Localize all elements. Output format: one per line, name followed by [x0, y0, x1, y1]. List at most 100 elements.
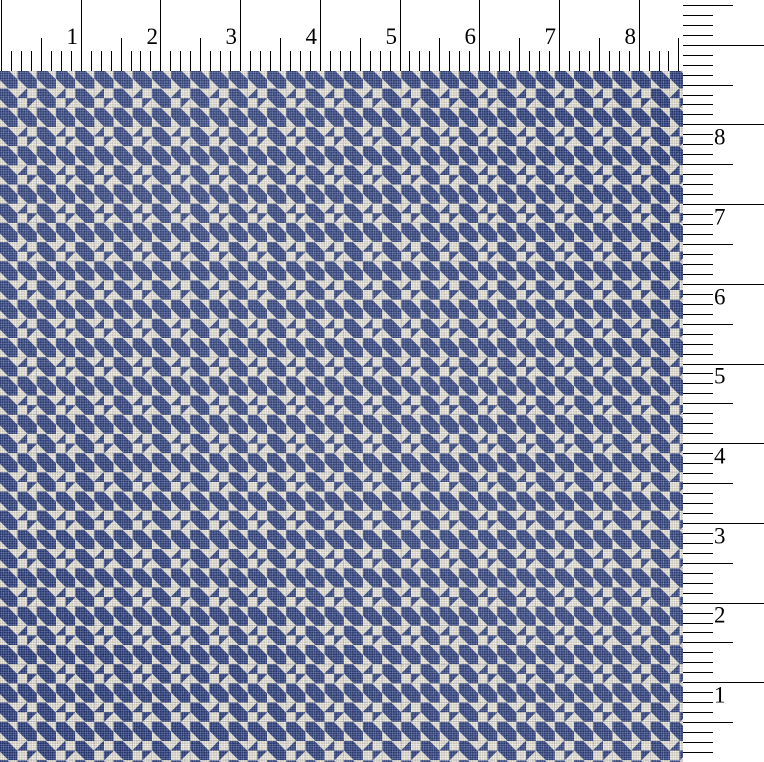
ruler-tick-half: [598, 38, 600, 71]
ruler-tick-eighth: [683, 493, 713, 494]
ruler-tick-major: [683, 363, 764, 365]
ruler-tick-eighth: [683, 702, 713, 704]
ruler-tick-eighth: [683, 672, 713, 674]
ruler-tick-eighth: [683, 94, 713, 96]
ruler-tick-eighth: [299, 51, 301, 71]
ruler-tick-eighth: [683, 612, 713, 614]
ruler-tick-eighth: [683, 64, 713, 66]
ruler-tick-eighth: [329, 51, 331, 71]
ruler-tick-major: [479, 0, 481, 71]
ruler-tick-eighth: [538, 51, 540, 71]
ruler-tick-half: [683, 243, 733, 245]
ruler-tick-eighth: [683, 233, 713, 235]
ruler-tick-half: [683, 84, 733, 86]
ruler-tick-major: [160, 0, 162, 71]
ruler-tick-eighth: [50, 51, 52, 71]
ruler-tick-eighth: [683, 134, 713, 136]
ruler-tick-eighth: [489, 51, 491, 71]
ruler-tick-major: [683, 602, 764, 604]
ruler-tick-major: [1, 0, 2, 71]
ruler-label-vertical: 8: [714, 124, 726, 150]
ruler-tick-eighth: [683, 194, 713, 196]
ruler-tick-eighth: [260, 51, 262, 71]
ruler-tick-eighth: [683, 383, 713, 385]
ruler-tick-half: [683, 722, 733, 724]
ruler-tick-eighth: [683, 732, 713, 734]
ruler-label-vertical: 2: [714, 602, 726, 628]
ruler-tick-half: [683, 164, 733, 166]
ruler-tick-eighth: [683, 463, 713, 465]
ruler-tick-eighth: [578, 51, 580, 71]
houndstooth-teeth-layer: [0, 71, 683, 762]
ruler-tick-eighth: [180, 51, 182, 71]
ruler-tick-eighth: [529, 51, 530, 71]
ruler-tick-major: [399, 0, 401, 71]
ruler-label-horizontal: 5: [385, 24, 398, 49]
ruler-tick-eighth: [459, 51, 461, 71]
ruler-label-horizontal: 4: [305, 24, 318, 49]
ruler-tick-eighth: [289, 51, 291, 71]
ruler-tick-eighth: [683, 114, 713, 116]
ruler-tick-eighth: [683, 303, 713, 305]
ruler-tick-eighth: [170, 51, 172, 71]
ruler-tick-eighth: [269, 51, 271, 71]
ruler-tick-eighth: [369, 51, 371, 71]
ruler-tick-eighth: [683, 313, 713, 315]
ruler-tick-eighth: [683, 104, 713, 106]
ruler-tick-half: [359, 38, 361, 71]
vertical-ruler: 1 2 3 4 5 6 7 8: [683, 0, 764, 762]
ruler-tick-major: [683, 124, 764, 126]
ruler-tick-major: [683, 522, 764, 524]
ruler-tick-eighth: [608, 51, 610, 71]
ruler-tick-half: [678, 38, 680, 71]
ruler-tick-eighth: [683, 423, 713, 425]
ruler-tick-eighth: [140, 51, 142, 71]
ruler-tick-half: [519, 38, 521, 71]
ruler-tick-eighth: [10, 51, 12, 71]
ruler-tick-eighth: [683, 14, 713, 16]
ruler-tick-half: [279, 38, 281, 71]
ruler-tick-eighth: [449, 51, 451, 71]
ruler-tick-eighth: [379, 51, 381, 71]
ruler-tick-eighth: [210, 51, 212, 71]
ruler-tick-eighth: [683, 622, 713, 624]
ruler-tick-eighth: [683, 333, 713, 335]
weave-warp-texture: [0, 71, 683, 762]
ruler-tick-eighth: [509, 51, 511, 71]
ruler-tick-eighth: [568, 51, 570, 71]
ruler-tick-eighth: [220, 51, 222, 71]
ruler-label-horizontal: 7: [544, 24, 557, 49]
ruler-tick-eighth: [309, 51, 311, 71]
ruler-tick-eighth: [683, 293, 713, 295]
ruler-tick-eighth: [100, 51, 102, 71]
ruler-tick-eighth: [683, 692, 713, 694]
ruler-tick-eighth: [683, 214, 713, 216]
ruler-tick-eighth: [683, 512, 713, 514]
ruler-tick-eighth: [683, 453, 713, 455]
ruler-tick-eighth: [683, 24, 713, 26]
ruler-tick-eighth: [683, 353, 713, 355]
weave-weft-texture: [0, 71, 683, 762]
ruler-tick-eighth: [60, 51, 62, 71]
ruler-tick-major: [240, 0, 242, 71]
ruler-tick-major: [683, 283, 764, 285]
ruler-tick-eighth: [683, 532, 713, 534]
ruler-tick-major: [319, 0, 321, 71]
ruler-tick-half: [683, 4, 733, 6]
ruler-tick-eighth: [683, 413, 713, 415]
ruler-tick-eighth: [683, 54, 713, 56]
ruler-tick-eighth: [683, 752, 713, 754]
ruler-tick-eighth: [683, 552, 713, 554]
ruler-tick-eighth: [90, 51, 92, 71]
ruler-tick-eighth: [683, 502, 713, 504]
ruler-tick-eighth: [683, 712, 713, 714]
ruler-tick-eighth: [150, 51, 152, 71]
ruler-tick-eighth: [250, 51, 252, 71]
ruler-label-vertical: 4: [714, 443, 726, 469]
ruler-tick-eighth: [683, 144, 713, 146]
ruler-tick-eighth: [618, 51, 620, 71]
ruler-tick-major: [683, 44, 764, 46]
yarn-slub-noise: [0, 71, 683, 762]
ruler-tick-eighth: [683, 742, 713, 744]
